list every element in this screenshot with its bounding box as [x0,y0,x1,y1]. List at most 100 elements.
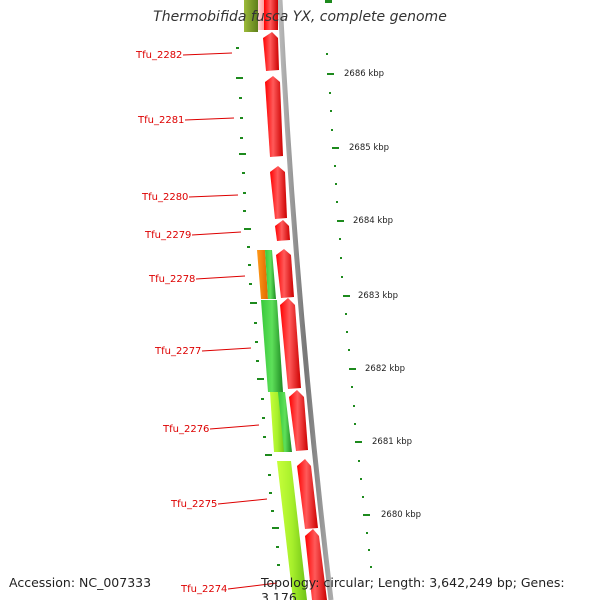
scale-label: 2683 kbp [358,291,398,301]
map-title: Thermobifida fusca YX, complete genome [153,9,447,25]
feature-block-green-1 [265,250,276,299]
tick-mark [257,378,264,380]
leader-line [182,52,233,56]
leader-line [201,347,252,352]
tick-mark [335,183,337,185]
leader-line [217,498,268,505]
tick-mark [236,47,239,49]
leader-line [209,424,260,430]
tick-mark [271,510,274,512]
tick-mark [261,398,264,400]
gene-label-tfu-2275[interactable]: Tfu_2275 [170,499,217,510]
gene-arrow-tfu-2274 [305,529,327,600]
scale-label: 2684 kbp [353,216,393,226]
gene-leader-lines [182,52,278,590]
tick-mark [239,153,246,155]
gene-label-tfu-2281[interactable]: Tfu_2281 [137,115,184,126]
tick-mark [358,460,360,462]
tick-mark [366,532,368,534]
gene-arrow-tfu-2277 [280,298,301,389]
leader-line [184,117,235,121]
tick-mark [256,360,259,362]
partial-feature-red-top [264,0,278,30]
left-tick-track [236,47,280,566]
genome-summary-text: Topology: circular; Length: 3,642,249 bp… [261,575,565,600]
gene-label-tfu-2276[interactable]: Tfu_2276 [162,424,209,435]
tick-mark [236,77,243,79]
tick-mark [330,110,332,112]
tick-mark [363,514,370,516]
feature-block-green-2 [261,300,283,392]
tick-mark [327,73,334,75]
tick-mark [272,527,279,529]
tick-mark [332,147,339,149]
scale-label: 2681 kbp [372,437,412,447]
gene-label-tfu-2277[interactable]: Tfu_2277 [154,346,201,357]
leader-line [191,231,242,236]
tick-mark [249,283,252,285]
tick-mark [343,295,350,297]
feature-block-orange [257,250,268,299]
accession-text: Accession: NC_007333 [9,575,152,590]
tick-mark [368,549,370,551]
tick-mark [334,165,336,167]
leader-line [227,582,278,590]
tick-mark [243,210,246,212]
tick-mark [239,97,242,99]
tick-mark [340,257,342,259]
tick-mark [262,417,265,419]
tick-mark [268,474,271,476]
tick-mark [247,246,250,248]
tick-mark [269,492,272,494]
tick-mark [346,331,348,333]
gene-label-tfu-2282[interactable]: Tfu_2282 [135,50,182,61]
tick-mark [250,302,257,304]
scale-label: 2680 kbp [381,510,421,520]
tick-mark [244,228,251,230]
tick-mark [263,436,266,438]
scale-label: 2685 kbp [349,143,389,153]
gene-arrow-tfu-2278 [276,249,294,298]
tick-mark [355,441,362,443]
gene-label-tfu-2280[interactable]: Tfu_2280 [141,192,188,203]
tick-mark [255,341,258,343]
tick-mark [345,313,347,315]
tick-mark [243,192,246,194]
gene-arrow-tfu-2275 [297,459,318,529]
tick-mark [362,496,364,498]
gene-arrow-tfu-2282 [263,32,279,71]
tick-mark [360,478,362,480]
tick-mark [242,172,245,174]
partial-feature-pink [258,0,264,30]
tick-mark [353,405,355,407]
tick-mark [354,423,356,425]
tick-mark [240,137,243,139]
gene-label-tfu-2279[interactable]: Tfu_2279 [144,230,191,241]
feature-block-green-3 [278,392,292,452]
gene-arrow-tfu-2276 [289,390,308,451]
genome-backbone-line [277,0,334,600]
scale-label: 2686 kbp [344,69,384,79]
tick-mark [276,546,279,548]
tick-mark [254,322,257,324]
feature-block-lime-2 [277,461,307,600]
tick-mark [348,349,350,351]
tick-mark [248,264,251,266]
gene-arrow-tfu-2279 [275,220,290,241]
tick-mark [331,129,333,131]
tick-mark [349,368,356,370]
right-scale-ticks [326,53,372,568]
gene-label-tfu-2278[interactable]: Tfu_2278 [148,274,195,285]
partial-feature-tick-top [325,0,332,3]
leader-line [188,194,239,198]
gene-label-tfu-2274[interactable]: Tfu_2274 [180,584,227,595]
tick-mark [336,201,338,203]
gene-arrow-tfu-2280 [270,166,287,219]
tick-mark [339,238,341,240]
tick-mark [240,117,243,119]
tick-mark [265,454,272,456]
tick-mark [370,566,372,568]
tick-mark [351,386,353,388]
